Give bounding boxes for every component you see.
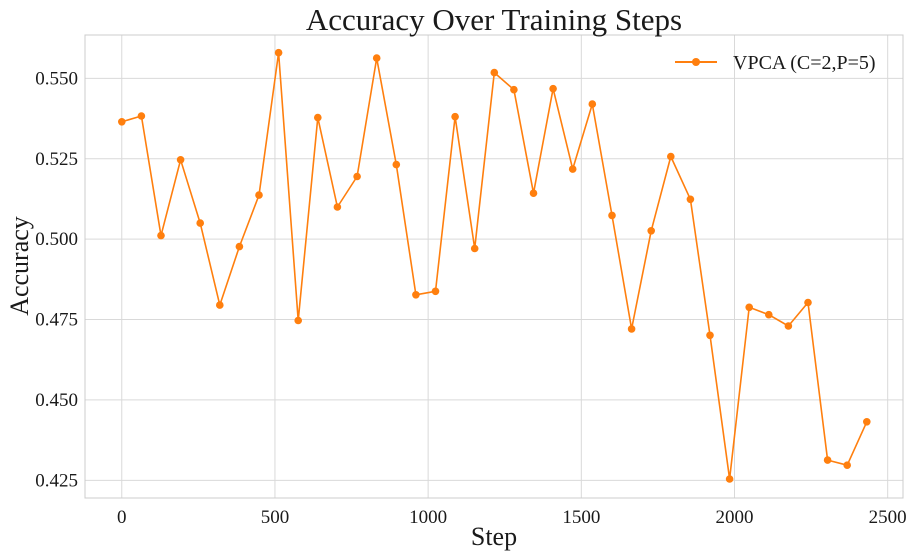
data-point <box>784 322 793 330</box>
data-point <box>745 303 753 312</box>
plot-area <box>85 35 903 498</box>
data-point <box>216 301 224 309</box>
data-point <box>470 244 479 253</box>
data-point <box>549 84 557 93</box>
y-tick-label: 0.550 <box>35 68 78 89</box>
x-tick-label: 0 <box>117 507 127 528</box>
data-point <box>431 287 440 296</box>
data-point <box>667 152 675 161</box>
data-point <box>255 191 263 199</box>
data-point <box>823 456 832 464</box>
data-point <box>706 331 714 340</box>
data-point <box>451 112 459 121</box>
x-tick-labels: 0 500 1000 1500 2000 2500 <box>117 507 907 528</box>
chart-title: Accuracy Over Training Steps <box>306 2 682 37</box>
data-point <box>137 112 146 120</box>
data-point <box>353 172 361 181</box>
data-point <box>510 85 518 94</box>
data-point <box>314 113 322 122</box>
data-point <box>568 165 577 173</box>
x-tick-label: 1500 <box>562 507 600 528</box>
data-point <box>235 242 244 251</box>
y-tick-label: 0.425 <box>35 470 78 491</box>
y-axis-label: Accuracy <box>5 216 34 316</box>
data-point <box>118 118 126 126</box>
data-point <box>392 160 401 169</box>
y-tick-label: 0.525 <box>35 149 78 170</box>
legend-marker-swatch <box>692 58 700 66</box>
x-tick-label: 1000 <box>409 507 447 528</box>
data-point <box>412 291 420 299</box>
data-point <box>176 156 185 164</box>
data-point <box>157 231 165 240</box>
y-tick-labels: 0.425 0.450 0.475 0.500 0.525 0.550 <box>35 68 78 491</box>
data-point <box>804 298 812 307</box>
y-tick-label: 0.500 <box>35 229 78 250</box>
data-point <box>274 48 283 57</box>
legend-label: VPCA (C=2,P=5) <box>733 52 876 74</box>
grid-lines <box>85 35 903 498</box>
x-axis-label: Step <box>471 522 517 551</box>
data-point <box>588 100 597 108</box>
data-point <box>765 310 773 319</box>
data-point <box>647 227 655 235</box>
x-tick-label: 500 <box>261 507 290 528</box>
data-point <box>333 203 342 211</box>
data-point <box>627 325 636 333</box>
plot-frame <box>84 34 904 499</box>
data-point <box>529 189 538 197</box>
data-point <box>490 68 499 77</box>
x-tick-label: 2500 <box>869 507 907 528</box>
plot-border <box>84 34 904 499</box>
x-tick-label: 2000 <box>715 507 753 528</box>
data-point <box>196 219 204 227</box>
data-point <box>843 461 851 470</box>
data-point <box>686 195 695 204</box>
data-point <box>863 418 871 426</box>
y-tick-label: 0.450 <box>35 390 78 411</box>
y-tick-label: 0.475 <box>35 310 78 331</box>
data-point <box>608 211 616 220</box>
data-point <box>294 316 303 325</box>
data-point <box>725 475 734 483</box>
data-point <box>372 54 381 62</box>
legend: VPCA (C=2,P=5) <box>675 52 876 74</box>
series-group <box>118 48 871 483</box>
